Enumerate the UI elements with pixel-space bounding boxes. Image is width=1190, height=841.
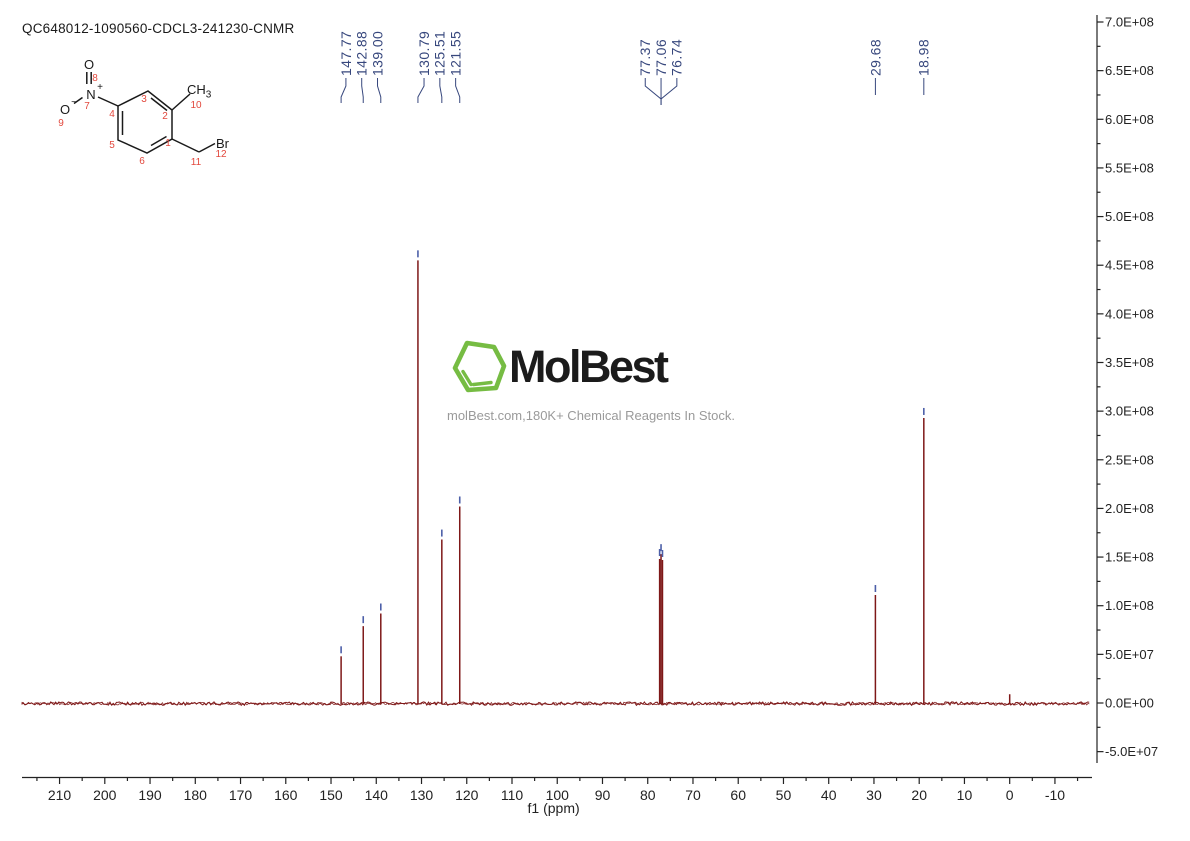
y-tick-label: 2.0E+08 [1105, 501, 1154, 516]
nmr-peaks [340, 260, 1011, 704]
peak-label-leader [660, 78, 678, 105]
x-axis-title: f1 (ppm) [528, 800, 580, 816]
peak-label: 121.55 [448, 31, 464, 76]
peak-label: 29.68 [867, 39, 883, 76]
x-tick-label: 150 [319, 787, 343, 803]
peak-label-leader [361, 78, 364, 103]
ring-double-bonds [121, 97, 168, 147]
x-tick-label: 130 [410, 787, 434, 803]
n-plus-charge: + [97, 82, 103, 93]
peak-label-leader [340, 78, 347, 103]
molecule-bonds [73, 72, 216, 154]
x-tick-label: 200 [93, 787, 117, 803]
y-tick-label: 5.0E+08 [1105, 209, 1154, 224]
x-tick-label: 110 [501, 787, 524, 803]
y-tick-label: 1.5E+08 [1105, 550, 1154, 565]
x-tick-label: 60 [730, 787, 746, 803]
x-axis: 210 200 190 180 170 160 150 140 130 120 110 100 90 80… [22, 776, 1092, 816]
peak-label: 142.88 [354, 31, 370, 76]
noise-baseline [21, 701, 1090, 707]
molbest-logo: MolBest [452, 339, 669, 395]
y-tick-label: 1.0E+08 [1105, 598, 1154, 613]
atom-number-9: 9 [58, 118, 64, 129]
x-tick-label: 70 [685, 787, 701, 803]
x-tick-label: 20 [911, 787, 927, 803]
peak-label: 147.77 [338, 31, 354, 76]
y-tick-label: 3.0E+08 [1105, 404, 1154, 419]
x-tick-label: 0 [1006, 787, 1014, 803]
x-tick-label: 90 [595, 787, 611, 803]
x-tick-label: -10 [1045, 787, 1065, 803]
atom-ch3: CH3 [187, 82, 212, 101]
x-tick-label: 80 [640, 787, 656, 803]
spectrum-title: QC648012-1090560-CDCL3-241230-CNMR [22, 21, 295, 36]
x-tick-label: 100 [546, 787, 570, 803]
atom-n: N [86, 87, 95, 102]
peak-label-leader [439, 78, 443, 103]
x-tick-label: 170 [229, 787, 253, 803]
atom-number-2: 2 [162, 111, 168, 122]
x-tick-label: 40 [821, 787, 837, 803]
y-tick-label: 5.0E+07 [1105, 647, 1154, 662]
atom-labels: O N + O − CH3 Br [60, 57, 230, 151]
atom-number-12: 12 [215, 149, 227, 160]
y-tick-label: 4.5E+08 [1105, 258, 1154, 273]
atom-br: Br [216, 136, 230, 151]
molbest-tagline: molBest.com,180K+ Chemical Reagents In S… [447, 408, 735, 423]
atom-number-6: 6 [139, 156, 145, 167]
x-tick-label: 190 [138, 787, 162, 803]
y-axis: 7.0E+08 6.5E+08 6.0E+08 5.5E+08 5.0E+08 4.5E+… [1096, 15, 1158, 763]
peak-label: 139.00 [369, 31, 385, 76]
o-minus-charge: − [71, 97, 77, 108]
y-tick-label: 3.5E+08 [1105, 355, 1154, 370]
y-tick-label: 5.5E+08 [1105, 160, 1154, 175]
atom-numbers: 1 2 3 4 5 6 7 8 9 10 11 12 [58, 73, 227, 168]
atom-number-10: 10 [190, 100, 202, 111]
peak-labels: 147.77 142.88 139.00 130.79 125.51 121.55 77.3… [338, 31, 932, 105]
molecule-structure: O N + O − CH3 Br 1 2 3 4 5 6 7 8 9 10 11… [58, 57, 230, 168]
x-tick-label: 210 [48, 787, 72, 803]
molbest-hexagon-icon [452, 340, 507, 393]
x-tick-label: 140 [365, 787, 389, 803]
peak-label: 76.74 [669, 39, 685, 76]
y-tick-label: 7.0E+08 [1105, 15, 1154, 30]
y-tick-label: 0.0E+00 [1105, 696, 1154, 711]
peak-label-leader [417, 78, 425, 103]
peak-label-leader [644, 78, 662, 105]
atom-number-8: 8 [92, 73, 98, 84]
peak-label: 130.79 [416, 31, 432, 76]
x-tick-label: 10 [957, 787, 973, 803]
peak-label-leader [455, 78, 461, 103]
x-tick-label: 180 [184, 787, 208, 803]
atom-number-3: 3 [141, 94, 147, 105]
atom-number-7: 7 [84, 101, 90, 112]
y-tick-label: 2.5E+08 [1105, 452, 1154, 467]
y-tick-label: 4.0E+08 [1105, 306, 1154, 321]
atom-number-4: 4 [109, 109, 115, 120]
peak-label-leader [377, 78, 382, 103]
x-tick-label: 30 [866, 787, 882, 803]
y-tick-label: -5.0E+07 [1105, 744, 1158, 759]
substituent-bonds [73, 93, 216, 153]
atom-number-5: 5 [109, 140, 115, 151]
atom-o-left: O [60, 102, 70, 117]
atom-number-11: 11 [191, 157, 202, 168]
y-tick-label: 6.5E+08 [1105, 63, 1154, 78]
molbest-brand-text: MolBest [509, 341, 669, 392]
nitro-double-bond [86, 72, 92, 84]
atom-o-top: O [84, 57, 94, 72]
y-tick-label: 6.0E+08 [1105, 112, 1154, 127]
peak-markers [340, 250, 925, 654]
x-tick-label: 160 [274, 787, 298, 803]
peak-label: 125.51 [432, 31, 448, 76]
atom-number-1: 1 [165, 138, 171, 149]
x-tick-label: 120 [455, 787, 479, 803]
peak-label: 77.06 [653, 39, 669, 76]
peak-label: 77.37 [637, 39, 653, 76]
peak-label: 18.98 [916, 39, 932, 76]
x-tick-label: 50 [776, 787, 792, 803]
